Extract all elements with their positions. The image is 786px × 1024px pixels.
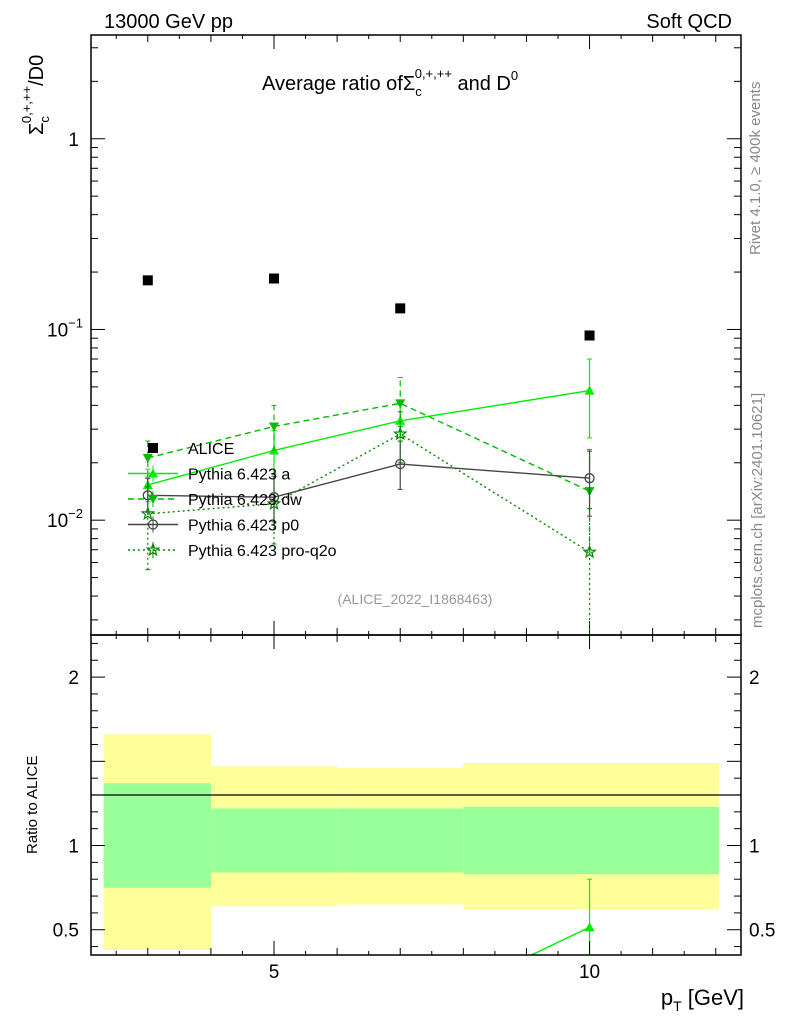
title-sym: Σ <box>403 73 415 95</box>
data-marker <box>584 385 595 395</box>
x-tick-label: 5 <box>269 962 280 983</box>
xtick-labels: 5 10 <box>269 962 600 983</box>
xlabel: pT [GeV] <box>661 985 744 1014</box>
main-ytick-labels: 1 10−1 10−2 <box>47 130 83 532</box>
ratio-line <box>529 926 590 955</box>
ratio-y-tick-label-right: 2 <box>749 668 760 689</box>
legend-item: Pythia 6.423 dw <box>128 491 302 509</box>
xlabel-suffix: [GeV] <box>682 985 744 1010</box>
y-tick-label: 10−1 <box>47 315 83 341</box>
y-tick-label: 1 <box>68 130 79 151</box>
data-marker <box>392 426 408 441</box>
data-marker <box>148 468 158 478</box>
ratio-y-tick-label: 0.5 <box>53 921 79 942</box>
inner-uncertainty-band <box>337 808 464 873</box>
header-right: Soft QCD <box>646 11 732 33</box>
series-pythia-6-423-pro-q2o <box>140 411 597 636</box>
ratio-ylabel: Ratio to ALICE <box>24 756 41 854</box>
ylabel-suffix: /D0 <box>26 55 48 86</box>
xlabel-base: p <box>661 985 673 1010</box>
legend-label: Pythia 6.423 dw <box>188 492 302 509</box>
legend-label: Pythia 6.423 p0 <box>188 518 299 535</box>
legend-label: ALICE <box>188 441 234 458</box>
legend-item: Pythia 6.423 p0 <box>128 516 299 535</box>
legend-label: Pythia 6.423 pro-q2o <box>188 543 337 560</box>
data-marker <box>584 922 595 932</box>
data-marker <box>269 273 280 284</box>
plot-title: Average ratio ofΣc 0,+,++ and D0 <box>262 66 518 99</box>
ylabel-sym: Σ <box>26 123 48 135</box>
ylabel-sup: 0,+,++ <box>19 86 34 123</box>
ratio-y-tick-label: 2 <box>68 668 79 689</box>
data-marker <box>395 303 406 314</box>
ratio-ytick-labels: 0.5 0.5 1 1 2 2 <box>53 668 776 942</box>
rivet-label: Rivet 4.1.0, ≥ 400k events <box>747 82 764 255</box>
main-ylabel: Σc0,+,++/D0 <box>19 55 52 135</box>
data-marker <box>148 495 158 504</box>
inner-uncertainty-band <box>103 783 211 888</box>
title-sub: c <box>415 84 422 99</box>
ratio-y-tick-label-right: 1 <box>749 837 760 858</box>
series-line <box>147 402 590 492</box>
legend-label: Pythia 6.423 a <box>188 467 290 484</box>
data-marker <box>395 415 406 425</box>
legend-item: ALICE <box>148 441 234 458</box>
legend-item: Pythia 6.423 pro-q2o <box>128 542 337 560</box>
xlabel-sub: T <box>673 998 682 1014</box>
title-prefix: Average ratio of <box>262 73 403 95</box>
data-marker <box>584 473 595 484</box>
title-sup2: 0 <box>511 68 518 83</box>
ratio-frame <box>90 634 742 956</box>
title-sup: 0,+,++ <box>415 66 452 81</box>
data-marker <box>147 519 159 530</box>
legend: ALICE Pythia 6.423 a Pythia 6.423 dw Pythia… <box>128 441 337 560</box>
x-tick-label: 10 <box>579 962 600 983</box>
ratio-ticks <box>91 635 741 955</box>
legend-item: Pythia 6.423 a <box>128 465 290 484</box>
main-plot: 110−110−2 Average ratio ofΣc0,+,++ and D… <box>19 34 742 636</box>
series-alice <box>142 273 595 341</box>
watermark: (ALICE_2022_I1868463) <box>338 591 493 607</box>
main-series <box>140 273 597 636</box>
data-marker <box>269 422 280 432</box>
ratio-plot: 0.5 0.5 1 1 2 2 5 10 Ratio to ALICE pT [GeV] <box>24 634 776 1014</box>
data-marker <box>395 458 406 470</box>
data-marker <box>584 330 595 341</box>
ratio-y-tick-label: 1 <box>68 837 79 858</box>
data-marker <box>266 495 282 510</box>
ratio-y-tick-label-right: 0.5 <box>749 921 775 942</box>
series-line <box>147 463 590 498</box>
title-mid: and D <box>452 73 511 95</box>
data-marker <box>582 544 597 559</box>
data-marker <box>148 443 158 453</box>
ratio-bands <box>103 734 719 950</box>
header-left: 13000 GeV pp <box>104 11 233 33</box>
data-marker <box>142 275 153 286</box>
data-marker <box>142 453 153 463</box>
series-line <box>147 389 590 486</box>
inner-uncertainty-band <box>210 808 338 873</box>
inner-uncertainty-band <box>463 806 719 875</box>
ylabel-sub: c <box>37 116 52 123</box>
mcplots-label: mcplots.cern.ch [arXiv:2401.10621] <box>749 393 766 628</box>
data-marker <box>145 542 161 557</box>
main-ticks <box>91 35 741 635</box>
y-tick-label: 10−2 <box>47 506 83 532</box>
data-marker <box>395 399 406 409</box>
data-marker <box>140 506 156 521</box>
